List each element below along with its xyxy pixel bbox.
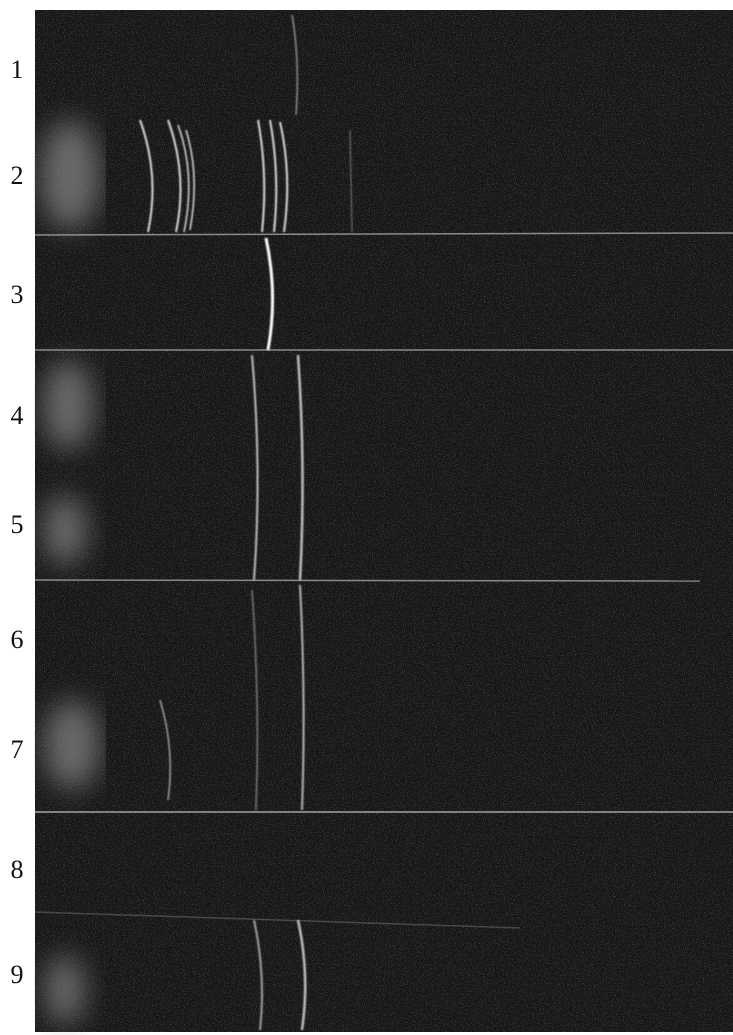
photograph (34, 10, 733, 1032)
strip-labels: 1 2 3 4 5 6 7 8 9 (11, 55, 24, 989)
strip-label: 3 (11, 280, 24, 309)
strip-label: 6 (11, 625, 24, 654)
strip-label: 5 (11, 510, 24, 539)
strip-label: 1 (11, 55, 24, 84)
strip-label: 7 (11, 735, 24, 764)
strip-label: 2 (11, 161, 24, 190)
strip-label: 4 (11, 401, 24, 430)
strip-label: 9 (11, 960, 24, 989)
strip-label: 8 (11, 855, 24, 884)
